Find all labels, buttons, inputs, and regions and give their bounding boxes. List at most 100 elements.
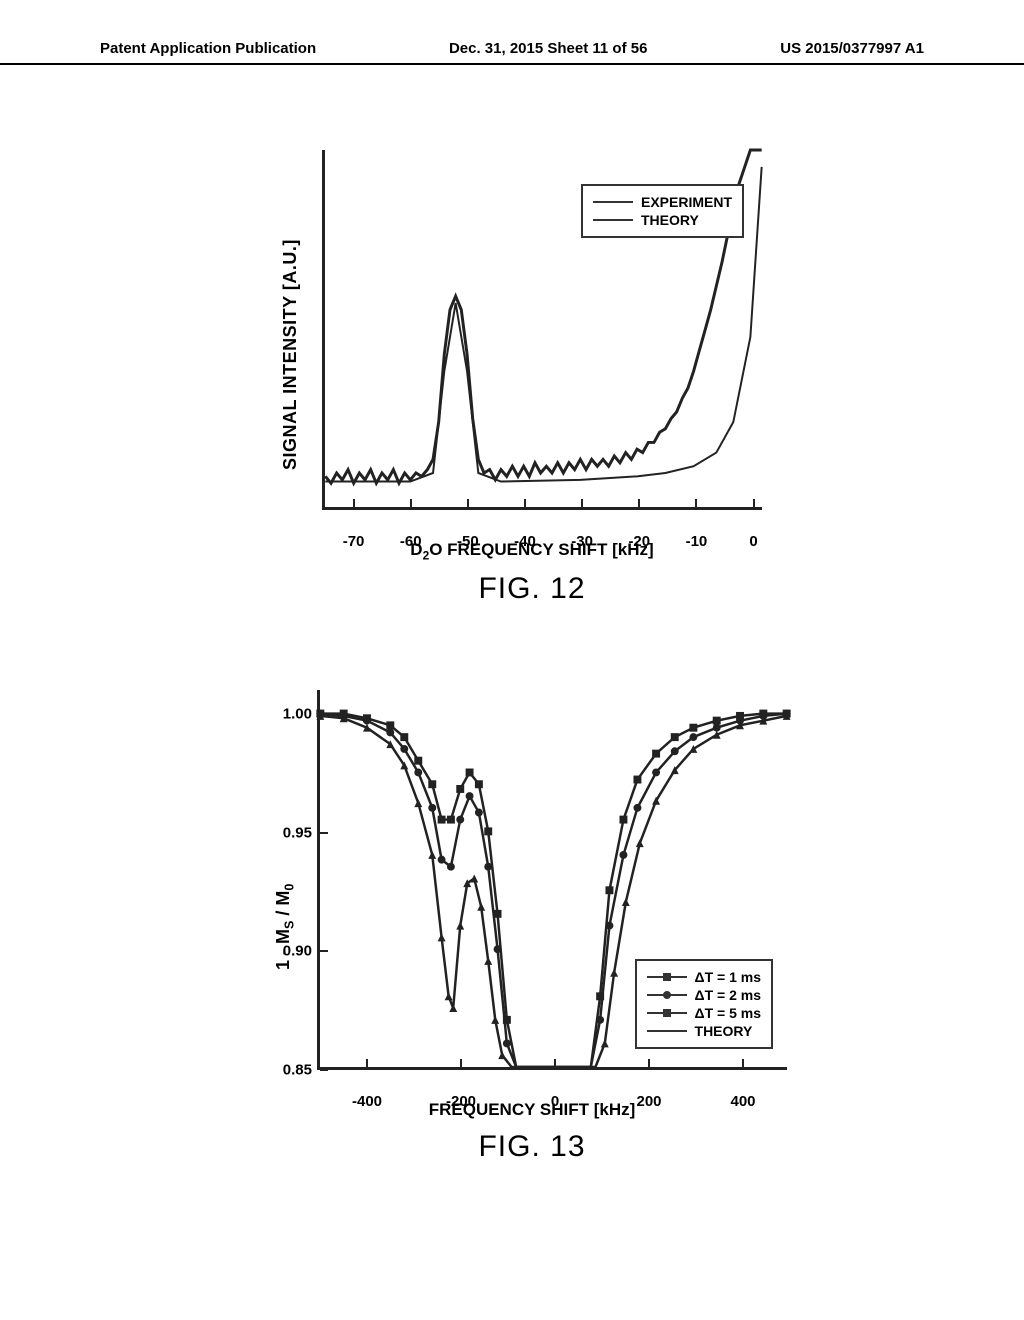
fig12-legend-experiment: EXPERIMENT [593,194,732,210]
ytick-label: 0.85 [270,1062,312,1079]
fig13-marker [619,851,627,859]
fig13-marker [596,1016,604,1024]
fig13-marker [605,886,613,894]
xtick-label: -20 [628,533,650,550]
fig13-marker [414,769,422,777]
fig13-marker [494,945,502,953]
xtick-label: 0 [749,533,757,550]
legend-label: THEORY [695,1023,753,1039]
fig13-caption: FIG. 13 [277,1130,787,1164]
fig13-marker [470,875,478,883]
xtick-label: 400 [730,1093,755,1110]
fig13-marker [466,792,474,800]
fig13-marker [491,1016,499,1024]
xtick-label: 200 [636,1093,661,1110]
fig13-marker [652,750,660,758]
fig13-marker [605,922,613,930]
fig13-marker [438,933,446,941]
page-header: Patent Application Publication Dec. 31, … [0,40,1024,65]
xtick-label: -10 [686,533,708,550]
fig13-marker [447,816,455,824]
fig13-marker [713,724,721,732]
fig13-marker [633,776,641,784]
fig13-marker [601,1039,609,1047]
fig13-legend-dt5: ΔT = 5 ms [647,1005,761,1021]
fig13-marker [610,969,618,977]
line-sample-icon [647,1030,687,1032]
fig13-marker [689,724,697,732]
xtick-label: -30 [571,533,593,550]
fig13-marker [671,747,679,755]
fig13-marker [596,992,604,1000]
fig13-marker [633,804,641,812]
fig13-marker [438,856,446,864]
fig13-marker [619,816,627,824]
fig13-legend-dt2: ΔT = 2 ms [647,987,761,1003]
fig13-marker [414,799,422,807]
fig13-marker [689,733,697,741]
figure-12: SIGNAL INTENSITY [A.U.] EXPERIMENT THEOR… [262,150,762,606]
fig13-marker [671,733,679,741]
line-sample-icon [593,201,633,203]
fig13-marker [456,816,464,824]
fig13-marker [475,809,483,817]
xtick-label: -40 [514,533,536,550]
fig13-marker [503,1016,511,1024]
fig13-marker [449,1004,457,1012]
fig13-marker [447,863,455,871]
legend-label: ΔT = 2 ms [695,987,761,1003]
fig13-marker [428,804,436,812]
fig12-legend: EXPERIMENT THEORY [581,184,744,238]
fig12-caption: FIG. 12 [302,572,762,606]
legend-label: ΔT = 5 ms [695,1005,761,1021]
fig13-marker [445,992,453,1000]
fig13-marker [456,922,464,930]
fig13-marker [636,839,644,847]
fig13-marker [475,780,483,788]
xtick-label: -400 [352,1093,382,1110]
fig13-marker [414,757,422,765]
fig12-chart-area: EXPERIMENT THEORY -70-60-50-40-30-20-100 [322,150,762,510]
fig13-marker [484,863,492,871]
fig13-chart-area: ΔT = 1 ms ΔT = 2 ms ΔT = 5 ms THEORY -40… [317,690,787,1070]
fig12-legend-theory: THEORY [593,212,732,228]
header-left: Patent Application Publication [100,40,316,57]
ytick-label: 1.00 [270,705,312,722]
ytick-label: 0.95 [270,824,312,841]
fig13-marker [428,851,436,859]
fig13-marker [622,898,630,906]
fig13-marker [400,733,408,741]
fig13-legend-dt1: ΔT = 1 ms [647,969,761,985]
fig13-marker [386,721,394,729]
fig13-marker [494,910,502,918]
xtick-label: -60 [400,533,422,550]
fig13-legend-theory: THEORY [647,1023,761,1039]
fig13-marker [498,1051,506,1059]
square-marker-icon [647,976,687,978]
xtick-label: -50 [457,533,479,550]
fig13-marker [456,785,464,793]
ytick-label: 0.90 [270,943,312,960]
fig13-marker [484,957,492,965]
legend-label: EXPERIMENT [641,194,732,210]
figure-13: 1 - MS / M0 ΔT = 1 ms ΔT = 2 ms ΔT = 5 m… [237,690,787,1164]
fig13-marker [484,827,492,835]
header-center: Dec. 31, 2015 Sheet 11 of 56 [449,40,647,57]
fig13-marker [652,769,660,777]
fig13-marker [438,816,446,824]
header-right: US 2015/0377997 A1 [780,40,924,57]
fig13-marker [713,717,721,725]
xtick-label: 0 [551,1093,559,1110]
xtick-label: -70 [343,533,365,550]
fig13-marker [400,745,408,753]
line-sample-icon [593,219,633,221]
fig12-ylabel: SIGNAL INTENSITY [A.U.] [280,239,301,470]
fig13-marker [386,728,394,736]
legend-label: ΔT = 1 ms [695,969,761,985]
fig13-legend: ΔT = 1 ms ΔT = 2 ms ΔT = 5 ms THEORY [635,959,773,1049]
xtick-label: -200 [446,1093,476,1110]
fig13-marker [503,1039,511,1047]
legend-label: THEORY [641,212,699,228]
fig13-marker [363,717,371,725]
triangle-marker-icon [647,1012,687,1014]
